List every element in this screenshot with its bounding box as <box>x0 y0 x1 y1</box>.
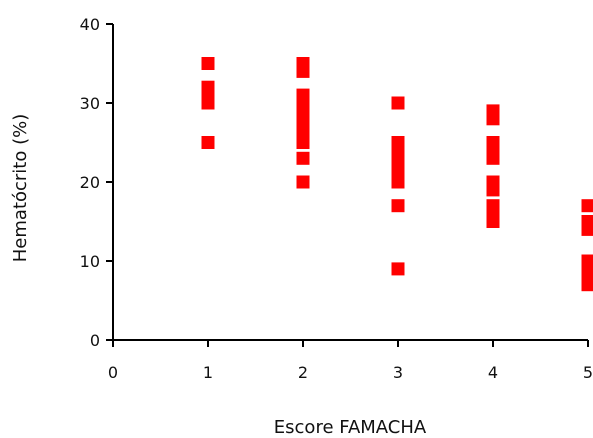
data-point-31 <box>486 183 500 197</box>
x-tick-label-1: 1 <box>203 363 213 382</box>
data-point-29 <box>486 151 500 165</box>
data-point-16 <box>391 96 405 110</box>
data-point-36 <box>581 215 593 228</box>
y-tick-label-40: 40 <box>80 15 100 34</box>
axes <box>106 23 589 347</box>
data-point-37 <box>581 222 593 236</box>
y-tick-labels: 0 10 20 30 40 <box>80 15 100 350</box>
y-tick-label-0: 0 <box>90 331 100 350</box>
x-tick-label-4: 4 <box>488 363 498 382</box>
data-point-40 <box>581 270 593 284</box>
y-tick-label-30: 30 <box>80 94 100 113</box>
data-point-15 <box>296 175 310 189</box>
data-point-3 <box>201 96 215 110</box>
data-point-14 <box>296 151 310 165</box>
data-point-38 <box>581 254 593 268</box>
data-point-22 <box>391 175 405 189</box>
x-tick-labels: 0 1 2 3 4 5 <box>108 363 593 382</box>
x-tick-label-2: 2 <box>298 363 308 382</box>
data-point-13 <box>296 136 310 149</box>
x-axis-title: Escore FAMACHA <box>274 417 427 438</box>
x-tick-label-0: 0 <box>108 363 118 382</box>
data-point-0 <box>201 57 215 70</box>
data-point-23 <box>391 199 405 213</box>
y-tick-label-10: 10 <box>80 252 100 271</box>
data-point-41 <box>581 278 593 292</box>
y-axis-title: Hematócrito (%) <box>10 114 31 262</box>
y-tick-label-20: 20 <box>80 173 100 192</box>
data-points <box>201 57 593 292</box>
data-point-34 <box>486 215 500 228</box>
x-tick-label-5: 5 <box>583 363 593 382</box>
x-tick-label-3: 3 <box>393 363 403 382</box>
data-point-35 <box>581 199 593 213</box>
data-point-24 <box>391 262 405 276</box>
data-point-26 <box>486 112 500 126</box>
data-point-4 <box>201 136 215 149</box>
data-point-6 <box>296 64 310 78</box>
data-point-39 <box>581 262 593 276</box>
